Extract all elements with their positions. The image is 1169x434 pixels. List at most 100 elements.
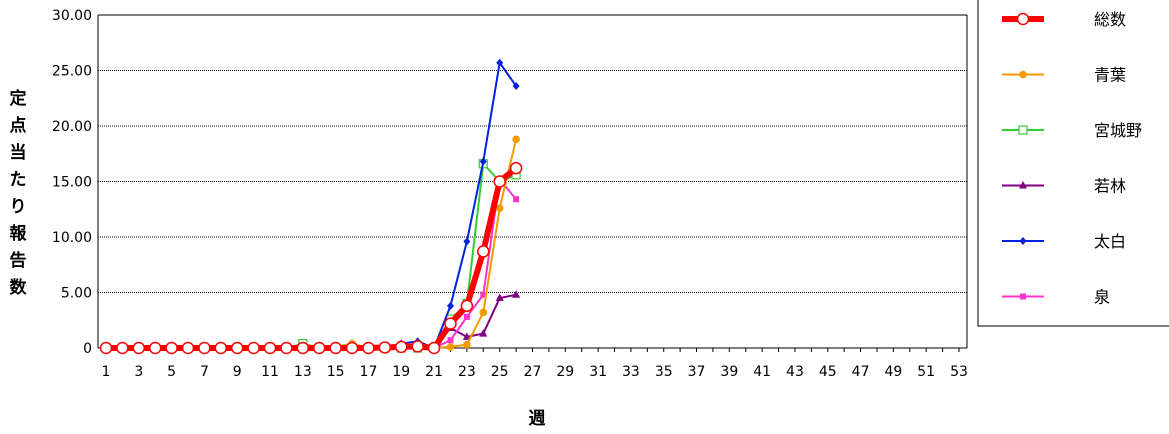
data-point [495, 204, 504, 212]
y-axis-title-char: 報 [10, 223, 28, 244]
x-tick-label: 5 [167, 364, 176, 380]
y-tick-label: 0 [83, 341, 92, 357]
legend-marker [1019, 70, 1027, 79]
x-tick-label: 1 [102, 364, 111, 380]
x-tick-label: 39 [720, 364, 738, 380]
legend-marker [1018, 125, 1028, 135]
data-point [362, 341, 375, 355]
y-tick-label: 20.00 [52, 119, 92, 135]
data-point [462, 332, 471, 340]
x-tick-label: 51 [917, 364, 935, 380]
y-tick-label: 25.00 [52, 64, 92, 80]
series-1 [99, 161, 523, 355]
y-axis-title-char: た [10, 170, 27, 190]
legend-entry: 総数 [1002, 10, 1126, 29]
data-point [427, 341, 441, 355]
data-point [345, 341, 359, 355]
data-point [447, 337, 454, 344]
grid-lines [98, 14, 967, 293]
x-tick-label: 31 [589, 364, 607, 380]
x-tick-label: 21 [425, 364, 443, 380]
data-point [116, 341, 129, 355]
data-point [444, 317, 457, 330]
x-tick-label: 13 [294, 364, 312, 380]
y-tick-label: 10.00 [52, 230, 92, 246]
legend-label: 青葉 [1094, 66, 1126, 85]
data-point [463, 340, 471, 349]
data-point [493, 175, 506, 188]
legend-marker [1019, 237, 1027, 245]
data-point [509, 161, 523, 175]
x-tick-label: 23 [458, 364, 476, 380]
data-point [280, 341, 293, 355]
x-tick-label: 47 [852, 364, 870, 380]
legend-label: 若林 [1094, 177, 1126, 196]
x-tick-label: 19 [392, 364, 410, 380]
y-axis-title-char: 告 [10, 250, 27, 271]
x-tick-label: 49 [884, 364, 902, 380]
x-tick-label: 45 [819, 364, 837, 380]
data-point [378, 341, 392, 354]
legend-entry: 若林 [1002, 177, 1126, 196]
series-4 [102, 290, 521, 351]
legend-label: 太白 [1094, 232, 1126, 251]
data-point [460, 299, 474, 313]
series-5 [102, 58, 520, 352]
data-point [99, 341, 113, 355]
data-point [263, 341, 277, 355]
legend-entry: 太白 [1002, 232, 1126, 251]
x-tick-label: 7 [200, 364, 209, 380]
x-tick-label: 17 [360, 364, 378, 380]
data-point [479, 329, 488, 337]
y-axis-title-char: 数 [10, 277, 28, 298]
data-point [512, 82, 520, 91]
series-6 [103, 176, 520, 351]
x-tick-label: 25 [491, 364, 509, 380]
legend-label: 泉 [1094, 288, 1110, 307]
legend-marker [1016, 12, 1030, 26]
x-tick-label: 53 [950, 364, 968, 380]
data-point [512, 290, 521, 298]
data-point [512, 135, 520, 144]
x-tick-label: 15 [327, 364, 345, 380]
data-point [463, 313, 470, 320]
x-tick-label: 37 [688, 364, 706, 380]
data-point [495, 293, 504, 302]
x-tick-label: 9 [233, 364, 242, 380]
data-point [214, 341, 228, 355]
y-tick-labels: 0 5.00 10.00 15.00 20.00 25.00 30.00 [52, 8, 92, 357]
y-axis-title-char: 当 [10, 142, 27, 163]
legend-entry: 泉 [1002, 288, 1110, 307]
data-point [463, 237, 471, 246]
data-point [496, 58, 504, 67]
data-point [296, 341, 310, 355]
data-point [329, 341, 342, 355]
data-point [181, 341, 195, 355]
data-point [198, 341, 211, 355]
y-tick-label: 30.00 [52, 8, 92, 24]
x-tick-label: 43 [786, 364, 804, 380]
legend-box [977, 0, 1169, 327]
data-point [513, 196, 520, 203]
series-line [106, 61, 517, 349]
data-point [477, 245, 490, 258]
data-point [446, 301, 454, 310]
x-tick-label: 27 [524, 364, 542, 380]
data-point [479, 308, 488, 317]
data-point [247, 341, 260, 355]
data-point [313, 341, 326, 355]
x-tick-label: 11 [261, 364, 279, 380]
series-group [99, 58, 523, 355]
y-axis-title-char: 定 [10, 88, 27, 109]
x-axis-title: 週 [529, 409, 546, 429]
data-point [132, 341, 146, 355]
legend-entry: 宮城野 [1002, 121, 1142, 140]
data-point [395, 340, 408, 354]
data-point [148, 341, 162, 355]
y-axis-title-char: り [10, 197, 27, 217]
data-point [411, 340, 424, 353]
x-tick-label: 3 [134, 364, 143, 380]
series-3 [101, 159, 521, 353]
